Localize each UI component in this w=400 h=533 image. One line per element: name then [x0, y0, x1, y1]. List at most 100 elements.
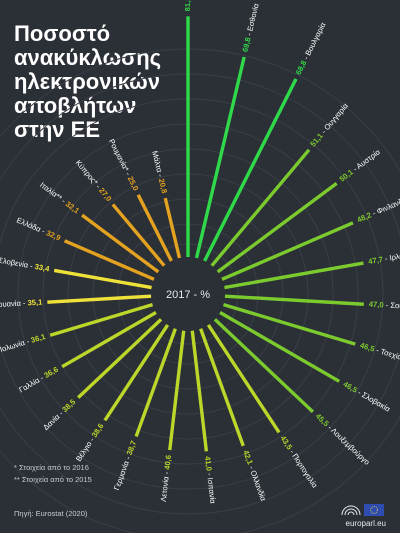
label-separator: -: [373, 345, 382, 356]
bar-value-label: 36,1: [30, 332, 47, 345]
bar-value-label: 47,0: [369, 300, 384, 310]
bar-label: 68,8 - Βουλγαρία: [294, 20, 328, 76]
label-separator: -: [287, 446, 298, 457]
label-separator: -: [37, 372, 47, 383]
label-separator: -: [39, 226, 49, 237]
bar: [47, 294, 152, 304]
bar: [49, 302, 154, 337]
page-title-line: στην ΕΕ: [14, 117, 101, 142]
bar-category-label: Ιρλανδία: [389, 248, 400, 262]
bar: [213, 318, 315, 414]
bar-category-label: Λετονία: [159, 475, 171, 502]
bar-category-label: Τσεχία: [379, 347, 400, 362]
bar-label: Βέλγιο - 38,6: [74, 422, 105, 463]
page-title: Ποσοστό ανακύκλωσης ηλεκτρονικών αποβλήτων σ…: [14, 22, 189, 142]
bar: [199, 328, 245, 447]
footnote-2016: * Στοιχεία από το 2016: [14, 463, 89, 472]
label-separator: -: [27, 261, 35, 271]
label-separator: -: [86, 434, 97, 445]
bar-value-label: 47,7: [368, 255, 384, 266]
bar: [63, 239, 155, 281]
bar-label: Πολωνία - 36,1: [0, 332, 47, 355]
bar-category-label: Εσθονία: [245, 2, 260, 32]
bar-label: Μάλτα - 20,8: [150, 150, 169, 194]
bar-category-label: Κύπρος*: [74, 158, 100, 187]
bar-label: Γερμανία - 38,7: [112, 439, 138, 491]
bar: [136, 194, 173, 262]
bar-label: Κύπρος* - 27,0: [74, 158, 114, 203]
bar-category-label: Λιθουανία: [0, 299, 22, 310]
bar: [77, 318, 163, 399]
bar-value-label: 40,6: [162, 454, 173, 470]
bar-category-label: Πολωνία: [0, 338, 26, 355]
bar-label: 45,5 - Λουξεμβούργο: [314, 412, 372, 467]
label-separator: -: [55, 408, 66, 419]
bar: [190, 330, 209, 452]
label-separator: -: [382, 254, 390, 264]
bar-value-label: 32,1: [64, 199, 82, 216]
bars: [47, 16, 364, 452]
label-separator: -: [205, 470, 215, 478]
bar-value-label: 36,6: [43, 365, 60, 380]
bar-value-label: 46,5: [359, 341, 376, 354]
bar-value-label: 20,8: [157, 178, 169, 194]
bar-value-label: 27,0: [97, 186, 113, 203]
label-separator: -: [369, 208, 379, 219]
bar-label: 46,5 - Σλοβακία: [342, 379, 393, 413]
bar: [219, 311, 341, 383]
bar: [210, 148, 311, 267]
bar-value-label: 81,3: [183, 0, 192, 11]
label-separator: -: [58, 195, 69, 206]
bar-category-label: Ολλανδία: [249, 469, 269, 503]
bar: [103, 323, 170, 422]
bar-label: Σλοβενία - 33,4: [0, 256, 51, 274]
label-separator: -: [318, 126, 329, 137]
label-separator: -: [122, 453, 133, 462]
bar: [224, 261, 364, 290]
bar: [224, 294, 364, 306]
bar-category-label: Λουξεμβούργο: [329, 426, 371, 467]
bar-label: Λιθουανία - 35,1: [0, 297, 43, 309]
label-separator: -: [325, 422, 336, 433]
label-separator: -: [23, 336, 32, 347]
center-label: 2017 - %: [166, 289, 210, 301]
bar-category-label: Βουλγαρία: [303, 20, 327, 57]
page-title-line: ηλεκτρονικών: [14, 69, 160, 94]
bar-label: 47,7 - Ιρλανδία: [368, 248, 400, 266]
brand-link[interactable]: europarl.eu: [345, 519, 386, 528]
europarl-brand[interactable]: europarl.eu: [340, 503, 386, 528]
label-separator: -: [155, 171, 165, 180]
bar-category-label: Σουηδία: [390, 301, 400, 312]
bar-label: 69,8 - Εσθονία: [240, 2, 260, 53]
bar-label: Γαλλία - 36,6: [17, 365, 59, 395]
bar: [163, 197, 182, 259]
footnotes: * Στοιχεία από το 2016 ** Στοιχεία από τ…: [14, 462, 92, 486]
bar: [81, 213, 160, 274]
bar-value-label: 38,5: [60, 397, 77, 414]
label-separator: -: [300, 53, 311, 63]
bar-value-label: 33,4: [34, 262, 51, 274]
bar-category-label: Πορτογαλία: [290, 452, 319, 490]
bar-value-label: 38,6: [90, 422, 106, 439]
bar: [53, 268, 152, 290]
bar-category-label: Ουγγαρία: [322, 101, 350, 132]
page-title-line: Ποσοστό: [14, 21, 111, 46]
footnote-2015: ** Στοιχεία από το 2015: [14, 475, 92, 484]
bar-label: 51,1 - Ουγγαρία: [308, 101, 350, 149]
bar-labels: 81,3 - Κροατία 69,8 - Εσθονία 68,8 - Βουλγ…: [0, 0, 400, 505]
bar-value-label: 41,0: [203, 456, 214, 472]
bar: [222, 302, 356, 346]
bar-label: Λετονία - 40,6: [159, 454, 173, 502]
bar: [194, 56, 246, 259]
bar: [216, 181, 338, 274]
bar-label: 48,2 - Φινλανδία: [356, 194, 400, 224]
european-parliament-logo: [341, 504, 384, 516]
bar-label: Ιταλία** - 32,1: [38, 180, 81, 216]
bar-label: 47,0 - Σουηδία: [369, 300, 400, 312]
bar: [203, 78, 298, 262]
label-separator: -: [93, 181, 104, 192]
bar-category-label: Ελλάδα: [15, 216, 43, 235]
bar: [134, 328, 177, 437]
bar-category-label: Σλοβακία: [360, 390, 392, 414]
